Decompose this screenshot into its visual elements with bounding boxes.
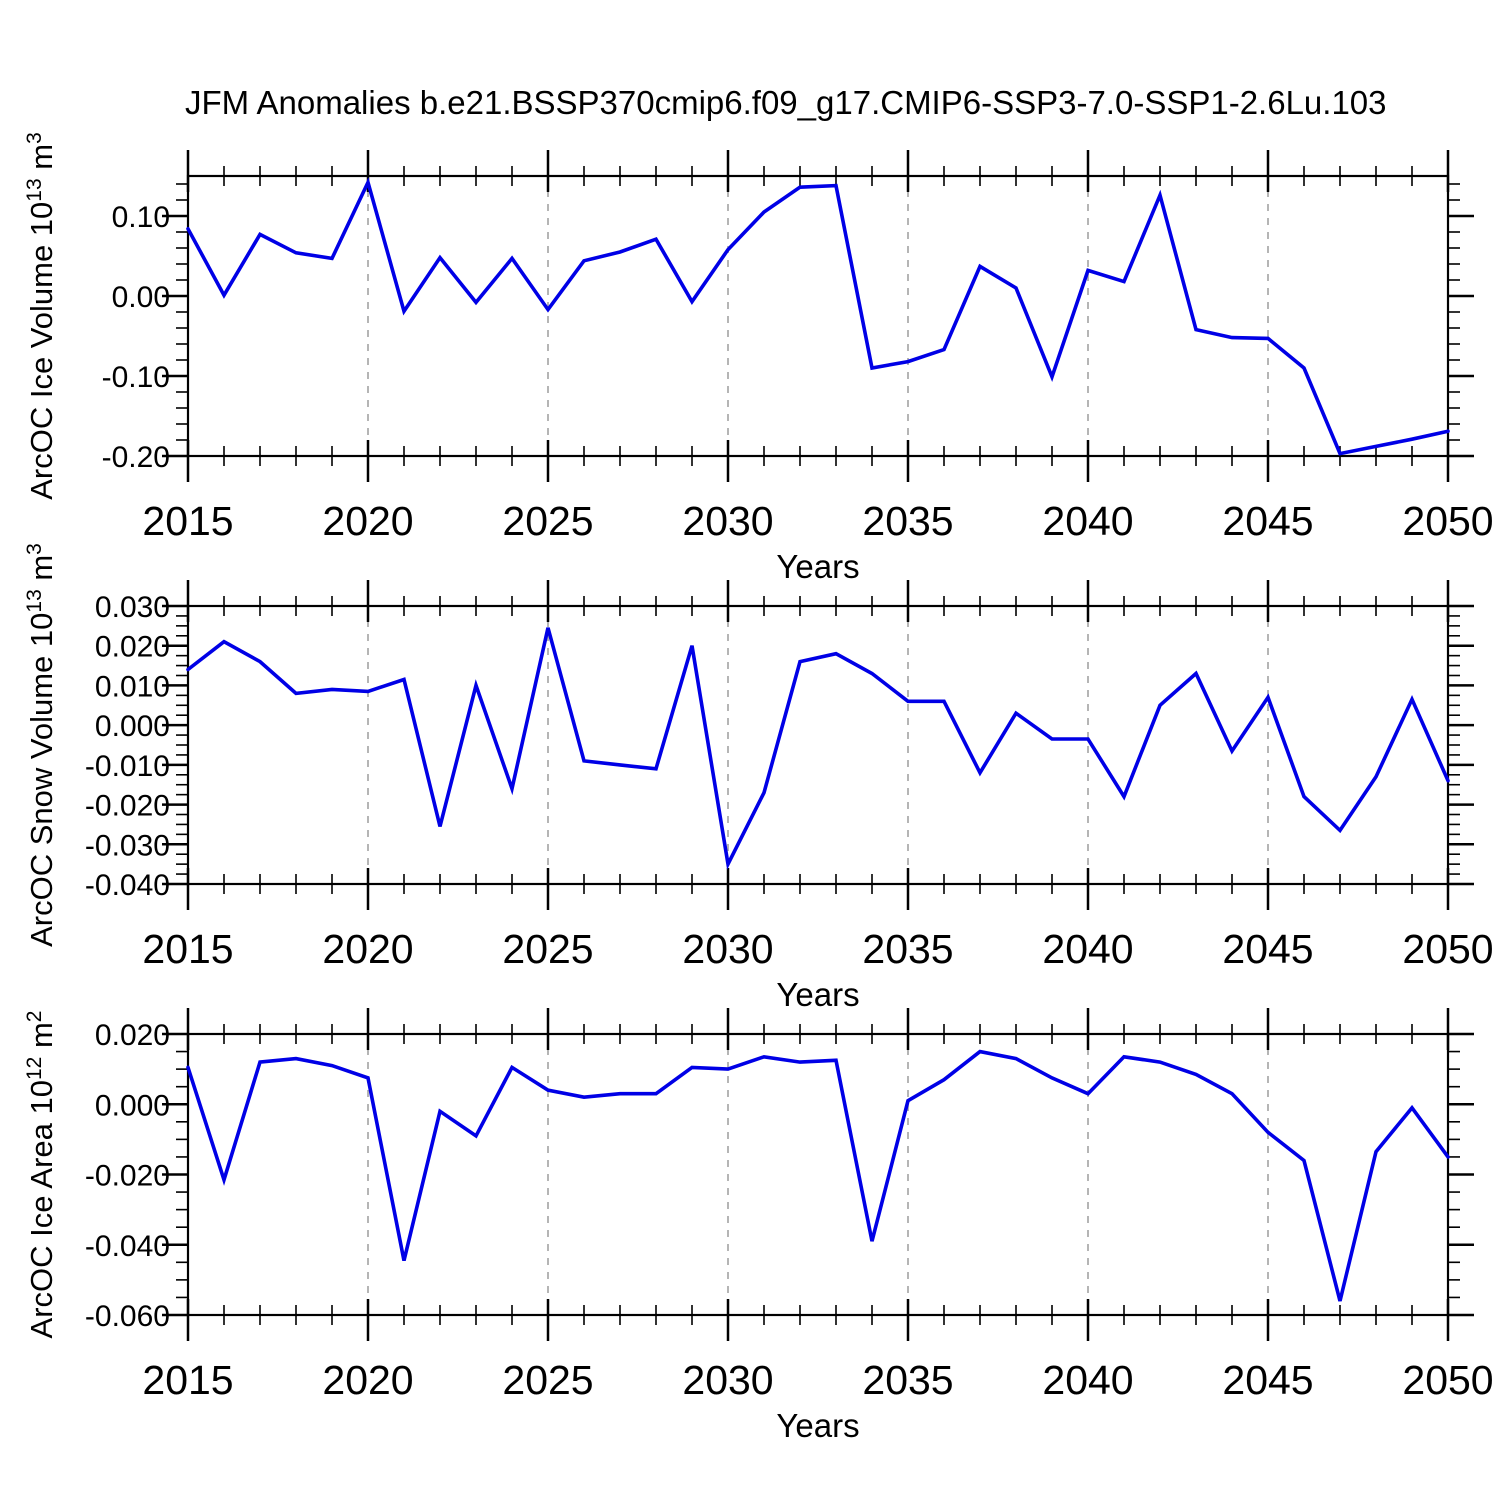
x-tick-label: 2045 [1222,1357,1313,1403]
x-tick-label: 2040 [1042,1357,1133,1403]
ice-area-line [186,1049,1450,1302]
y-tick-label: -0.20 [102,441,170,474]
y-tick-label: -0.010 [85,750,170,783]
y-tick-label: 0.000 [95,1089,170,1122]
plot-frame [186,1032,1450,1317]
x-axis-title: Years [776,976,859,1013]
x-tick-label: 2045 [1222,498,1313,544]
y-axis-title: ArcOC Ice Area 1012 m2 [23,1011,59,1339]
y-tick-label: 0.10 [112,201,170,234]
x-tick-label: 2025 [502,926,593,972]
y-tick-label: -0.040 [85,869,170,902]
x-tick-label: 2020 [322,1357,413,1403]
y-tick-label: -0.040 [85,1230,170,1263]
x-tick-label: 2015 [142,1357,233,1403]
x-tick-label: 2040 [1042,498,1133,544]
x-tick-label: 2050 [1402,1357,1493,1403]
x-tick-label: 2050 [1402,498,1493,544]
x-axis-title: Years [776,548,859,585]
x-tick-label: 2015 [142,498,233,544]
x-tick-label: 2035 [862,498,953,544]
figure-title: JFM Anomalies b.e21.BSSP370cmip6.f09_g17… [185,84,1387,121]
x-tick-label: 2025 [502,498,593,544]
y-tick-label: 0.020 [95,1019,170,1052]
y-tick-label: -0.030 [85,829,170,862]
x-tick-label: 2025 [502,1357,593,1403]
x-tick-label: 2030 [682,926,773,972]
x-axis-title: Years [776,1407,859,1444]
x-tick-label: 2020 [322,926,413,972]
y-tick-label: -0.020 [85,1160,170,1193]
x-tick-label: 2035 [862,926,953,972]
x-tick-label: 2050 [1402,926,1493,972]
x-tick-label: 2015 [142,926,233,972]
y-tick-label: 0.030 [95,591,170,624]
y-tick-label: 0.020 [95,631,170,664]
y-tick-label: -0.020 [85,790,170,823]
snow-volume-line [186,627,1450,870]
ice-volume-line [186,177,1450,456]
x-tick-label: 2045 [1222,926,1313,972]
ice-volume-chart: 0.10 0.00 -0.10 -0.20 2015 2020 2025 2030 2035 20… [23,132,1494,585]
x-tick-label: 2040 [1042,926,1133,972]
x-tick-label: 2035 [862,1357,953,1403]
y-axis-title: ArcOC Ice Volume 1013 m3 [23,132,59,500]
y-tick-label: 0.00 [112,281,170,314]
snow-volume-chart: 0.030 0.020 0.010 0.000 -0.010 -0.020 -0.030 -0… [23,543,1494,1013]
x-tick-label: 2020 [322,498,413,544]
plot-frame [186,174,1450,458]
y-tick-label: 0.000 [95,710,170,743]
y-tick-label: -0.060 [85,1300,170,1333]
x-tick-label: 2030 [682,498,773,544]
y-axis-title: ArcOC Snow Volume 1013 m3 [23,543,59,947]
ice-area-chart: 0.020 0.000 -0.020 -0.040 -0.060 2015 2020 2025… [23,1008,1494,1444]
y-tick-label: -0.10 [102,361,170,394]
plot-frame [186,604,1450,886]
y-tick-label: 0.010 [95,670,170,703]
x-tick-label: 2030 [682,1357,773,1403]
